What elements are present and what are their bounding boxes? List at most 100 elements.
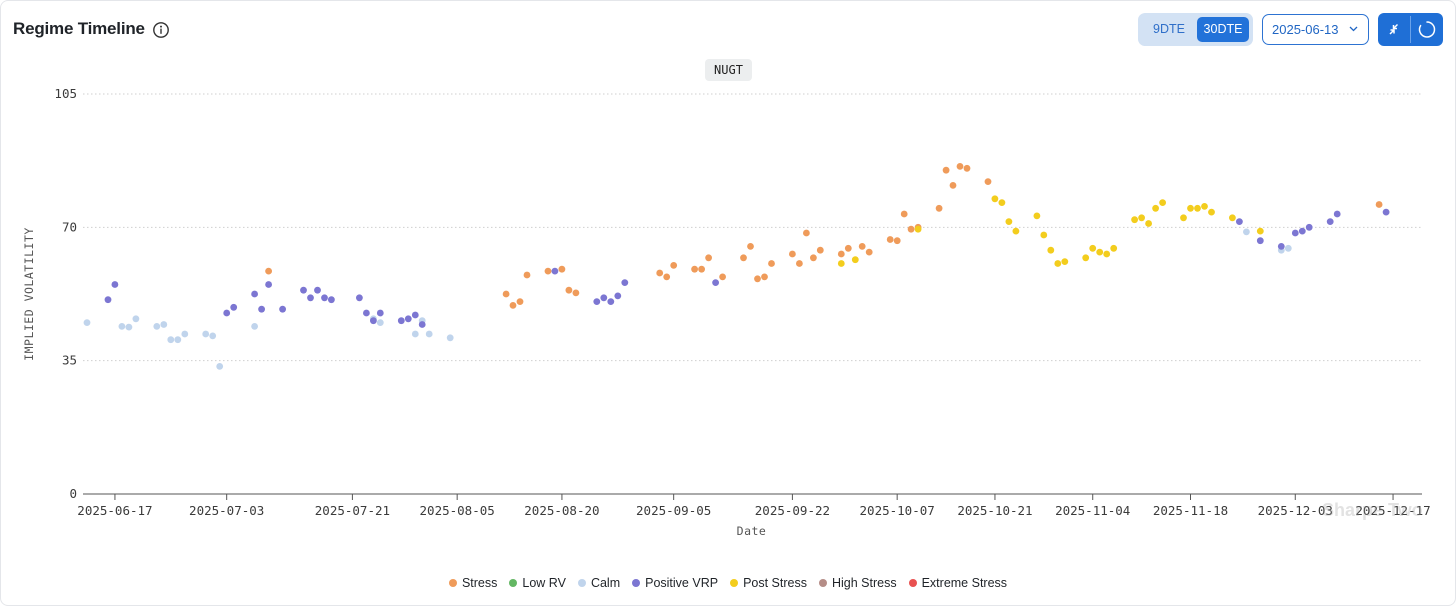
data-point	[956, 163, 964, 170]
data-point	[572, 289, 580, 297]
legend-label: Calm	[590, 576, 621, 590]
legend-label: Post Stress	[743, 576, 807, 590]
data-point	[1033, 212, 1041, 220]
data-point	[1047, 246, 1055, 254]
data-point	[321, 294, 328, 302]
x-tick-label: 2025-06-17	[77, 503, 152, 518]
legend-dot-icon	[632, 579, 641, 587]
data-point	[216, 363, 224, 370]
data-point	[1277, 243, 1285, 250]
data-point	[865, 248, 873, 256]
data-point	[1040, 231, 1048, 239]
y-axis-title: IMPLIED VOLATILITY	[22, 227, 36, 361]
data-point	[1229, 214, 1236, 222]
data-point	[1110, 244, 1118, 252]
data-point	[670, 262, 678, 269]
data-point	[614, 292, 622, 300]
data-point	[949, 182, 957, 189]
info-icon[interactable]	[152, 21, 170, 39]
legend-item[interactable]: Stress	[448, 576, 497, 590]
y-tick-label: 105	[54, 86, 77, 101]
data-point	[789, 250, 796, 258]
data-point	[523, 271, 531, 279]
legend-label: High Stress	[831, 576, 897, 590]
page-title: Regime Timeline	[13, 19, 145, 38]
data-point	[768, 260, 775, 267]
data-point	[223, 309, 231, 317]
x-axis-title: Date	[737, 524, 767, 538]
data-point	[111, 281, 119, 288]
data-point	[356, 294, 363, 302]
data-point	[1012, 227, 1020, 235]
data-point	[803, 229, 810, 237]
legend-item[interactable]: Calm	[577, 576, 621, 590]
date-select[interactable]: 2025-06-13	[1262, 14, 1369, 45]
button-divider	[1410, 16, 1411, 43]
collapse-button[interactable]	[1378, 13, 1410, 46]
data-point	[132, 315, 140, 323]
data-point	[251, 290, 258, 298]
x-tick-label: 2025-07-21	[315, 503, 390, 518]
data-point	[1256, 237, 1264, 245]
legend-item[interactable]: Extreme Stress	[908, 576, 1007, 590]
data-point	[83, 319, 91, 326]
data-point	[125, 323, 133, 331]
data-point	[118, 323, 126, 330]
legend-dot-icon	[908, 579, 917, 587]
data-point	[446, 334, 454, 342]
refresh-button[interactable]	[1411, 13, 1443, 46]
data-point	[307, 294, 314, 302]
data-point	[328, 296, 335, 304]
data-point	[1298, 227, 1306, 235]
legend-item[interactable]: Post Stress	[730, 576, 807, 590]
x-tick-label: 2025-12-03	[1258, 503, 1333, 518]
data-point	[404, 315, 412, 323]
dte-option-9dte[interactable]: 9DTE	[1153, 22, 1185, 36]
data-point	[1291, 229, 1299, 237]
data-point	[265, 267, 272, 275]
data-point	[1333, 210, 1341, 218]
x-tick-label: 2025-09-05	[636, 503, 711, 518]
data-point	[663, 273, 671, 281]
legend-dot-icon	[448, 579, 457, 587]
data-point	[851, 256, 859, 264]
data-point	[1256, 227, 1264, 235]
data-point	[1131, 216, 1138, 224]
legend-item[interactable]: Positive VRP	[632, 576, 718, 590]
x-tick-label: 2025-08-20	[524, 503, 599, 518]
data-point	[747, 243, 754, 250]
data-point	[942, 166, 950, 174]
data-point	[593, 298, 601, 305]
data-point	[810, 254, 817, 262]
data-point	[1082, 254, 1090, 262]
dte-option-30dte[interactable]: 30DTE	[1197, 17, 1249, 42]
data-point	[1061, 258, 1069, 265]
legend-label: Low RV	[522, 576, 566, 590]
data-point	[740, 254, 747, 262]
data-point	[796, 260, 803, 267]
x-tick-label: 2025-10-21	[957, 503, 1032, 518]
data-point	[209, 332, 217, 340]
data-point	[963, 164, 971, 172]
data-point	[705, 254, 712, 262]
data-point	[558, 265, 566, 273]
data-point	[607, 298, 615, 305]
data-point	[1201, 203, 1208, 210]
data-point	[202, 330, 210, 338]
x-tick-label: 2025-09-22	[755, 503, 830, 518]
ticker-badge: NUGT	[705, 59, 752, 81]
data-point	[1089, 244, 1097, 252]
legend-item[interactable]: Low RV	[509, 576, 566, 590]
data-point	[1180, 214, 1187, 222]
data-point	[858, 243, 866, 250]
x-tick-label: 2025-11-04	[1055, 503, 1130, 518]
data-point	[230, 303, 238, 311]
data-point	[600, 294, 608, 302]
data-point	[656, 269, 664, 277]
data-point	[363, 309, 370, 317]
legend-item[interactable]: High Stress	[818, 576, 897, 590]
data-point	[251, 323, 258, 330]
data-point	[1005, 218, 1013, 226]
data-point	[104, 296, 112, 304]
data-point	[181, 330, 189, 338]
